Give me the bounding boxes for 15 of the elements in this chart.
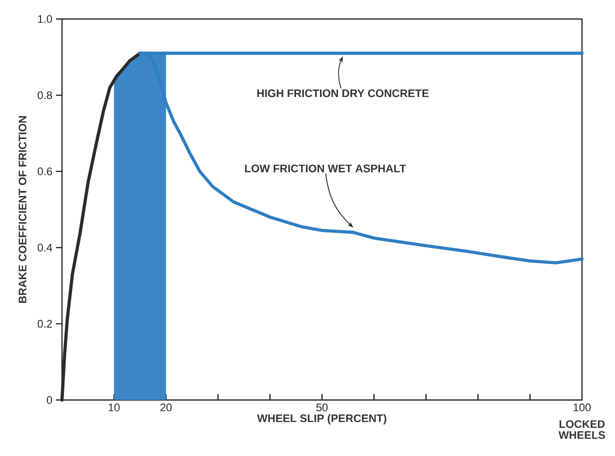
- y-tick-label: 0: [46, 396, 52, 404]
- annotation: LOW FRICTION WET ASPHALT: [245, 164, 406, 172]
- y-tick-label: 0.4: [38, 244, 52, 252]
- text: LOCKED WHEELS: [558, 420, 606, 439]
- y-tick-label: 0.2: [38, 320, 52, 328]
- annotation: HIGH FRICTION DRY CONCRETE: [257, 89, 429, 98]
- x-tick-label: 100: [574, 404, 591, 412]
- x-tick-label: 20: [160, 404, 172, 412]
- y-tick-label: 0.8: [38, 91, 52, 100]
- y-axis-title: BRAKE COEFFICIENT OF FRICTION: [18, 116, 26, 303]
- x-tick-label: 10: [108, 404, 120, 412]
- x-axis-title: WHEEL SLIP (PERCENT): [257, 414, 386, 424]
- x-tick-label: 50: [316, 404, 328, 412]
- y-tick-label: 1.0: [38, 15, 52, 23]
- y-tick-label: 0.6: [38, 168, 52, 176]
